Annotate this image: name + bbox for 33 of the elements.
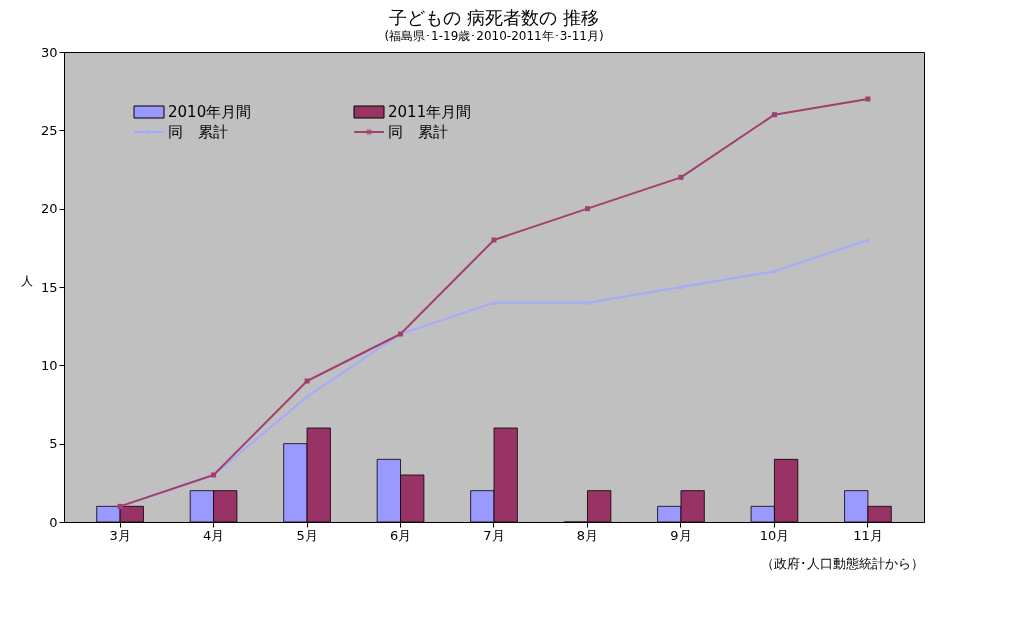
legend-label: 同 累計: [388, 123, 448, 141]
x-tick-label: 4月: [202, 527, 225, 543]
x-tick-label: 7月: [483, 527, 505, 543]
y-axis-title: 人: [20, 273, 33, 288]
point: [491, 237, 497, 243]
text: （政府･人口動態統計から）: [761, 556, 924, 571]
point: [584, 206, 590, 212]
y-tick-label: 15: [40, 279, 58, 295]
legend-label: 同 累計: [168, 123, 228, 141]
point: [771, 112, 777, 118]
chart-subtitle: (福島県･1-19歳･2010-2011年･3-11月): [384, 29, 604, 43]
x-tick-label: 8月: [576, 527, 599, 543]
x-tick-label: 6月: [389, 527, 412, 543]
y-tick-label: 30: [40, 44, 58, 60]
x-tick-label: 9月: [670, 527, 692, 543]
point: [304, 378, 310, 384]
point: [584, 300, 590, 305]
y-tick-label: 20: [40, 201, 58, 217]
y-tick-label: 5: [49, 436, 58, 452]
point: [491, 300, 497, 305]
legend-label: 2010年月間: [168, 103, 252, 121]
y-tick-label: 0: [49, 514, 58, 530]
x-tick-label: 3月: [109, 527, 131, 543]
x-tick-label: 5月: [296, 527, 318, 543]
point: [678, 174, 684, 180]
x-tick-label: 11月: [853, 527, 883, 543]
legend-label: 2011年月間: [388, 103, 472, 121]
x-tick-label: 10月: [759, 527, 790, 543]
chart-title: 子どもの 病死者数の 推移: [389, 7, 599, 28]
y-tick-label: 25: [40, 122, 58, 138]
y-tick-label: 10: [40, 357, 58, 373]
point: [304, 394, 310, 399]
point: [865, 96, 871, 102]
